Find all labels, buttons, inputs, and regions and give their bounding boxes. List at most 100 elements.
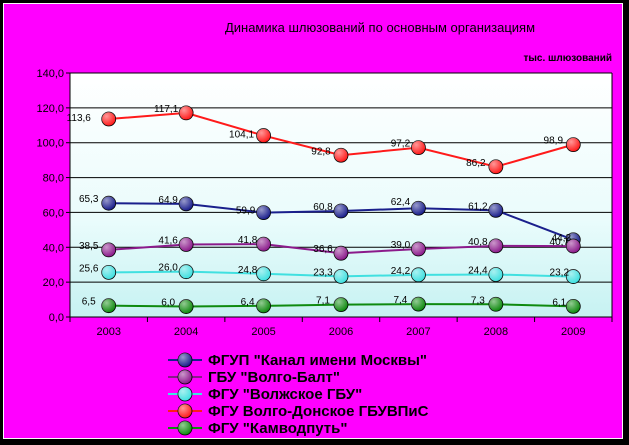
data-point-shine — [566, 239, 581, 254]
data-label: 98,9 — [544, 136, 564, 147]
data-label: 6,1 — [552, 297, 566, 308]
data-label: 61,2 — [468, 201, 488, 212]
legend-entry: ФГУ Волго-Донское ГБУВПиС — [208, 403, 429, 420]
data-label: 117,1 — [154, 104, 179, 115]
data-point-shine — [256, 128, 271, 143]
y-tick-label: 60,0 — [43, 207, 64, 219]
data-point-shine — [101, 196, 116, 211]
data-point-shine — [566, 269, 581, 284]
y-tick-label: 20,0 — [43, 277, 64, 289]
data-label: 6,4 — [241, 297, 255, 308]
data-point-shine — [179, 264, 194, 279]
data-label: 7,3 — [471, 295, 485, 306]
y-axis-ticks: 0,0 20,0 40,0 60,0 80,0 100,0 120,0 140,0 — [36, 68, 613, 324]
data-point-shine — [179, 196, 194, 211]
y-tick-label: 40,0 — [43, 242, 64, 254]
x-tick-label: 2008 — [484, 326, 508, 338]
legend-marker-shine — [178, 353, 192, 367]
data-label: 23,3 — [313, 267, 333, 278]
legend-entry: ФГУ "Камводпуть" — [208, 420, 347, 437]
data-point-shine — [334, 297, 348, 312]
data-label: 104,1 — [229, 130, 254, 141]
data-point-shine — [179, 105, 194, 120]
y-tick-label: 100,0 — [36, 138, 64, 150]
data-label: 7,1 — [316, 296, 330, 307]
data-label: 86,2 — [466, 158, 486, 169]
data-label: 41,8 — [238, 235, 258, 246]
data-point-shine — [411, 201, 426, 216]
data-point-shine — [411, 140, 426, 155]
y-tick-label: 80,0 — [43, 173, 64, 185]
data-point-shine — [411, 297, 426, 312]
data-label: 24,8 — [238, 265, 258, 276]
y-tick-label: 120,0 — [36, 103, 64, 115]
data-point-shine — [488, 159, 503, 174]
data-label: 6,0 — [161, 298, 175, 309]
data-label: 36,6 — [313, 244, 333, 255]
x-tick-label: 2006 — [329, 326, 353, 338]
data-label: 25,6 — [79, 263, 99, 274]
data-point-shine — [334, 204, 348, 219]
data-point-shine — [411, 267, 426, 282]
legend-marker-shine — [178, 370, 192, 384]
data-label: 64,9 — [158, 195, 178, 206]
data-point-shine — [101, 298, 116, 313]
data-point-shine — [256, 298, 271, 313]
data-point-shine — [256, 205, 271, 220]
data-point-shine — [411, 242, 426, 257]
data-point-shine — [334, 246, 348, 261]
data-point-shine — [179, 237, 194, 252]
data-point-shine — [488, 238, 503, 253]
data-label: 44,3 — [552, 233, 572, 244]
x-axis-ticks: 2003 2004 2005 2006 2007 2008 2009 — [69, 317, 613, 338]
data-point-shine — [256, 237, 271, 252]
legend-entry: ФГУП "Канал имени Москвы" — [208, 352, 427, 369]
legend-entry: ГБУ "Волго-Балт" — [208, 369, 340, 386]
data-label: 40,7 — [550, 237, 570, 248]
data-point-shine — [179, 299, 194, 314]
legend-entry: ФГУ "Волжское ГБУ" — [208, 386, 362, 403]
x-tick-label: 2007 — [406, 326, 430, 338]
data-labels: 65,3 64,9 59,9 60,8 62,4 61,2 44,3 38,5 41,6 41,8… — [67, 104, 572, 309]
chart-title: Динамика шлюзований по основным организа… — [225, 20, 535, 35]
x-tick-label: 2003 — [96, 326, 120, 338]
data-point-shine — [101, 112, 116, 127]
legend-marker-shine — [178, 387, 192, 401]
legend: ФГУП "Канал имени Москвы"ГБУ "Волго-Балт… — [168, 352, 429, 437]
x-tick-label: 2005 — [251, 326, 275, 338]
legend-marker-shine — [178, 421, 192, 435]
y-tick-label: 140,0 — [36, 68, 64, 80]
data-label: 113,6 — [67, 113, 92, 124]
data-label: 40,8 — [468, 237, 488, 248]
data-point-shine — [488, 267, 503, 282]
x-tick-label: 2004 — [174, 326, 198, 338]
data-label: 97,2 — [391, 139, 411, 150]
data-label: 6,5 — [82, 297, 96, 308]
data-label: 26,0 — [158, 263, 178, 274]
data-point-shine — [101, 265, 116, 280]
legend-marker-shine — [178, 404, 192, 418]
x-tick-label: 2009 — [561, 326, 585, 338]
data-label: 7,4 — [393, 295, 407, 306]
data-label: 24,2 — [391, 266, 411, 277]
data-point-shine — [566, 137, 581, 152]
data-point-shine — [334, 269, 348, 284]
data-point-shine — [566, 299, 581, 314]
data-label: 38,5 — [79, 241, 99, 252]
data-label: 60,8 — [313, 202, 333, 213]
data-point-shine — [488, 297, 503, 312]
data-label: 62,4 — [391, 197, 411, 208]
y-tick-label: 0,0 — [49, 312, 64, 324]
data-point-shine — [334, 148, 348, 163]
data-label: 24,4 — [468, 265, 488, 276]
unit-label: тыс. шлюзований — [523, 53, 612, 64]
data-label: 23,2 — [550, 268, 570, 279]
series-group — [101, 105, 581, 314]
data-label: 41,6 — [158, 235, 178, 246]
data-label: 39,0 — [391, 240, 411, 251]
data-point-shine — [256, 266, 271, 281]
data-label: 65,3 — [79, 194, 99, 205]
data-label: 59,9 — [236, 206, 256, 217]
data-label: 92,8 — [311, 146, 331, 157]
